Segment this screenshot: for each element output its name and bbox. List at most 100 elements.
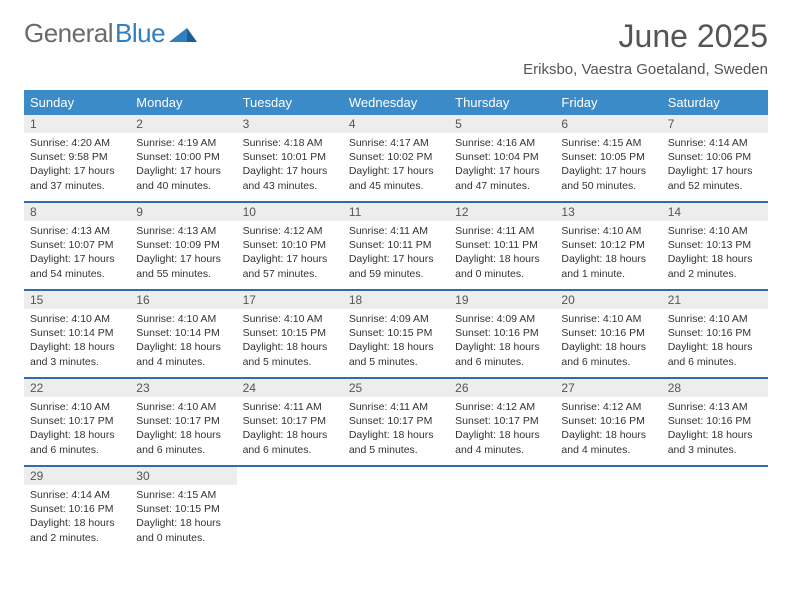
day-number: 24 [237, 379, 343, 397]
daylight-line: Daylight: 18 hours [136, 516, 230, 530]
daylight-line: Daylight: 17 hours [668, 164, 762, 178]
sunset-line: Sunset: 10:16 PM [561, 414, 655, 428]
daylight-line: Daylight: 17 hours [30, 252, 124, 266]
sunset-line: Sunset: 10:00 PM [136, 150, 230, 164]
sunset-line: Sunset: 10:02 PM [349, 150, 443, 164]
daylight-line: Daylight: 18 hours [30, 516, 124, 530]
day-cell: 30Sunrise: 4:15 AMSunset: 10:15 PMDaylig… [130, 467, 236, 553]
sunset-line: Sunset: 10:11 PM [455, 238, 549, 252]
daylight-line: and 45 minutes. [349, 179, 443, 193]
daylight-line: Daylight: 18 hours [455, 252, 549, 266]
sunrise-line: Sunrise: 4:10 AM [668, 224, 762, 238]
empty-cell [237, 467, 343, 553]
day-number: 26 [449, 379, 555, 397]
sunrise-line: Sunrise: 4:10 AM [243, 312, 337, 326]
weekday-header: Sunday [24, 90, 130, 115]
day-number: 12 [449, 203, 555, 221]
sunrise-line: Sunrise: 4:13 AM [136, 224, 230, 238]
day-number: 6 [555, 115, 661, 133]
sunrise-line: Sunrise: 4:14 AM [30, 488, 124, 502]
day-cell: 28Sunrise: 4:13 AMSunset: 10:16 PMDaylig… [662, 379, 768, 465]
day-number: 4 [343, 115, 449, 133]
day-cell: 14Sunrise: 4:10 AMSunset: 10:13 PMDaylig… [662, 203, 768, 289]
sunset-line: Sunset: 10:15 PM [243, 326, 337, 340]
day-cell: 4Sunrise: 4:17 AMSunset: 10:02 PMDayligh… [343, 115, 449, 201]
sunset-line: Sunset: 10:04 PM [455, 150, 549, 164]
week-row: 1Sunrise: 4:20 AMSunset: 9:58 PMDaylight… [24, 115, 768, 201]
daylight-line: and 37 minutes. [30, 179, 124, 193]
weekday-header: Monday [130, 90, 236, 115]
weekday-header: Tuesday [237, 90, 343, 115]
daylight-line: Daylight: 17 hours [243, 252, 337, 266]
daylight-line: and 0 minutes. [136, 531, 230, 545]
sunrise-line: Sunrise: 4:10 AM [561, 224, 655, 238]
day-number: 2 [130, 115, 236, 133]
sunrise-line: Sunrise: 4:20 AM [30, 136, 124, 150]
empty-cell [343, 467, 449, 553]
empty-cell [449, 467, 555, 553]
sunrise-line: Sunrise: 4:12 AM [243, 224, 337, 238]
daylight-line: and 2 minutes. [30, 531, 124, 545]
day-cell: 26Sunrise: 4:12 AMSunset: 10:17 PMDaylig… [449, 379, 555, 465]
sunset-line: Sunset: 10:09 PM [136, 238, 230, 252]
day-cell: 16Sunrise: 4:10 AMSunset: 10:14 PMDaylig… [130, 291, 236, 377]
day-number: 10 [237, 203, 343, 221]
daylight-line: Daylight: 18 hours [30, 340, 124, 354]
day-cell: 12Sunrise: 4:11 AMSunset: 10:11 PMDaylig… [449, 203, 555, 289]
week-row: 8Sunrise: 4:13 AMSunset: 10:07 PMDayligh… [24, 201, 768, 289]
sunrise-line: Sunrise: 4:17 AM [349, 136, 443, 150]
month-title: June 2025 [523, 18, 768, 55]
day-number: 18 [343, 291, 449, 309]
daylight-line: Daylight: 17 hours [136, 164, 230, 178]
daylight-line: and 6 minutes. [30, 443, 124, 457]
logo: GeneralBlue [24, 18, 197, 49]
daylight-line: and 40 minutes. [136, 179, 230, 193]
week-row: 15Sunrise: 4:10 AMSunset: 10:14 PMDaylig… [24, 289, 768, 377]
daylight-line: Daylight: 18 hours [243, 340, 337, 354]
day-number: 5 [449, 115, 555, 133]
sunset-line: Sunset: 10:07 PM [30, 238, 124, 252]
sunrise-line: Sunrise: 4:15 AM [136, 488, 230, 502]
sunset-line: Sunset: 10:17 PM [30, 414, 124, 428]
day-cell: 8Sunrise: 4:13 AMSunset: 10:07 PMDayligh… [24, 203, 130, 289]
calendar-page: GeneralBlue June 2025 Eriksbo, Vaestra G… [0, 0, 792, 612]
day-number: 20 [555, 291, 661, 309]
day-cell: 2 Sunrise: 4:19 AMSunset: 10:00 PMDayligh… [130, 115, 236, 201]
day-number: 8 [24, 203, 130, 221]
daylight-line: Daylight: 17 hours [455, 164, 549, 178]
sunset-line: Sunset: 10:14 PM [30, 326, 124, 340]
empty-cell [555, 467, 661, 553]
sunset-line: Sunset: 10:16 PM [561, 326, 655, 340]
sunset-line: Sunset: 10:16 PM [455, 326, 549, 340]
daylight-line: and 47 minutes. [455, 179, 549, 193]
daylight-line: and 57 minutes. [243, 267, 337, 281]
day-number: 25 [343, 379, 449, 397]
daylight-line: Daylight: 18 hours [30, 428, 124, 442]
day-number: 14 [662, 203, 768, 221]
daylight-line: Daylight: 18 hours [561, 252, 655, 266]
sunrise-line: Sunrise: 4:10 AM [561, 312, 655, 326]
logo-text-1: General [24, 18, 113, 49]
day-cell: 7Sunrise: 4:14 AMSunset: 10:06 PMDayligh… [662, 115, 768, 201]
daylight-line: Daylight: 18 hours [668, 252, 762, 266]
daylight-line: Daylight: 18 hours [455, 340, 549, 354]
daylight-line: Daylight: 18 hours [136, 340, 230, 354]
daylight-line: Daylight: 18 hours [668, 428, 762, 442]
daylight-line: and 4 minutes. [136, 355, 230, 369]
weekday-header: Thursday [449, 90, 555, 115]
sunset-line: Sunset: 10:01 PM [243, 150, 337, 164]
daylight-line: and 6 minutes. [455, 355, 549, 369]
weekday-header: Friday [555, 90, 661, 115]
sunset-line: Sunset: 10:17 PM [455, 414, 549, 428]
sunrise-line: Sunrise: 4:09 AM [349, 312, 443, 326]
daylight-line: Daylight: 18 hours [561, 428, 655, 442]
day-cell: 6Sunrise: 4:15 AMSunset: 10:05 PMDayligh… [555, 115, 661, 201]
day-cell: 21Sunrise: 4:10 AMSunset: 10:16 PMDaylig… [662, 291, 768, 377]
daylight-line: and 50 minutes. [561, 179, 655, 193]
daylight-line: and 52 minutes. [668, 179, 762, 193]
day-number: 29 [24, 467, 130, 485]
day-cell: 22Sunrise: 4:10 AMSunset: 10:17 PMDaylig… [24, 379, 130, 465]
sunrise-line: Sunrise: 4:16 AM [455, 136, 549, 150]
sunrise-line: Sunrise: 4:19 AM [136, 136, 230, 150]
sunset-line: Sunset: 10:15 PM [136, 502, 230, 516]
